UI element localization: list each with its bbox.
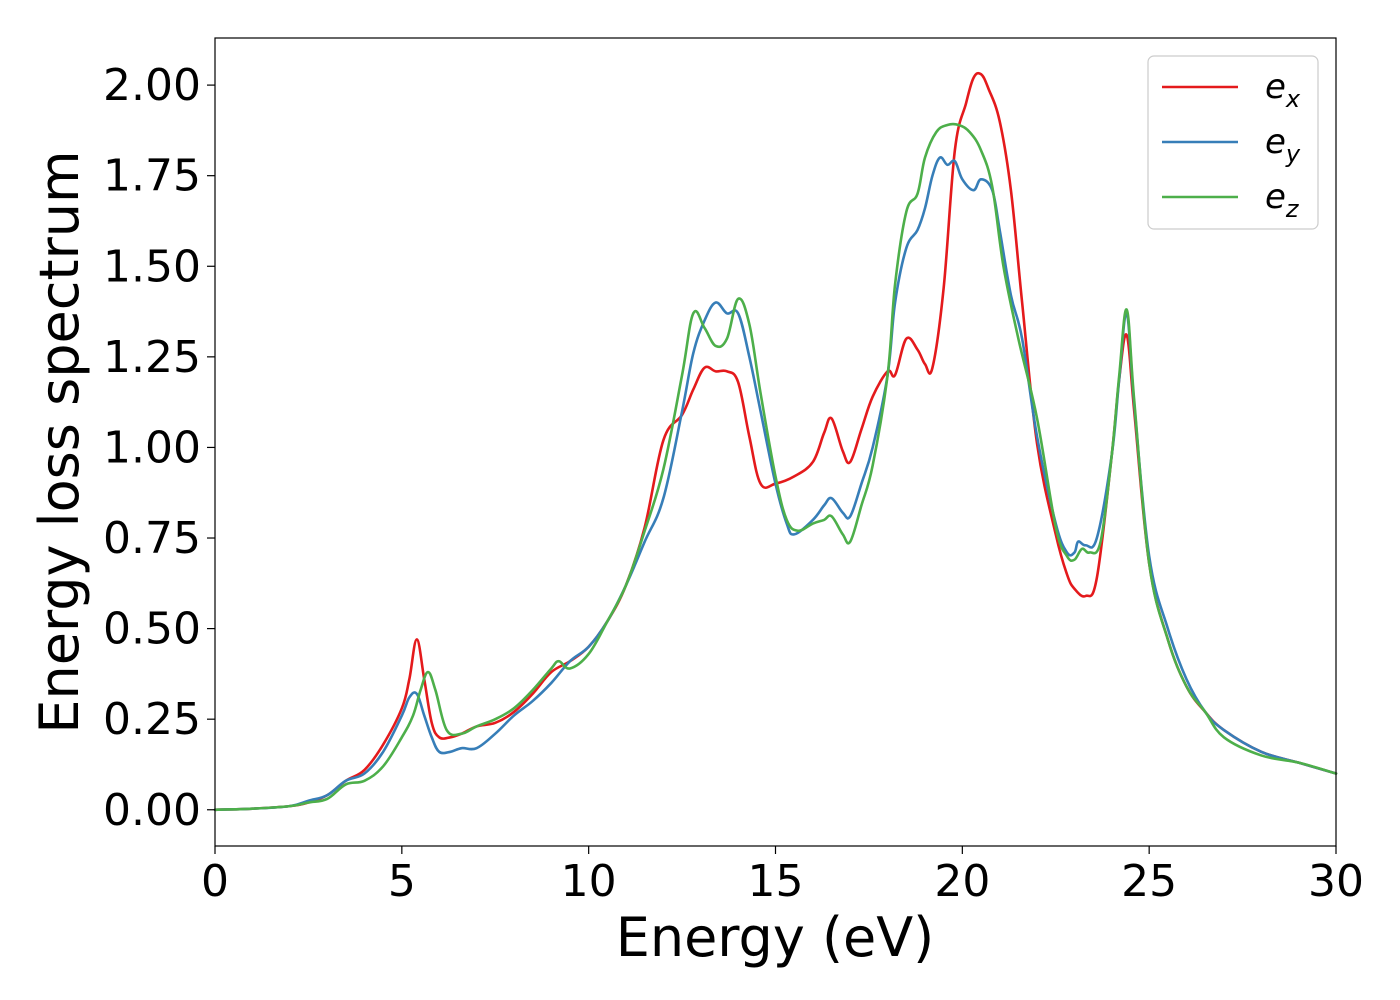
legend-label-x: ex <box>1265 67 1301 113</box>
x-axis-ticks: 0 5 10 15 20 25 30 <box>201 846 1364 907</box>
y-tick-label: 0.25 <box>103 694 201 745</box>
y-tick-label: 1.50 <box>103 241 201 292</box>
y-tick-label: 1.25 <box>103 332 201 383</box>
legend-label-z: ez <box>1265 177 1300 223</box>
legend: ex ey ez <box>1147 55 1319 230</box>
x-tick-label: 20 <box>934 856 990 907</box>
y-tick-label: 2.00 <box>103 60 201 111</box>
series-line-x <box>213 71 1338 812</box>
series-layer <box>213 71 1338 812</box>
x-tick-label: 10 <box>561 856 617 907</box>
y-tick-label: 0.75 <box>103 513 201 564</box>
y-tick-label: 1.75 <box>103 151 201 202</box>
x-tick-label: 15 <box>748 856 804 907</box>
series-line-z <box>213 122 1338 812</box>
x-tick-label: 0 <box>201 856 229 907</box>
y-tick-label: 0.00 <box>103 785 201 836</box>
y-tick-label: 1.00 <box>103 422 201 473</box>
x-tick-label: 5 <box>388 856 416 907</box>
x-tick-label: 30 <box>1308 856 1364 907</box>
plot-frame <box>214 37 1337 847</box>
series-line-y <box>213 155 1338 812</box>
legend-items: ex ey ez <box>1162 67 1301 223</box>
y-axis-ticks: 0.00 0.25 0.50 0.75 1.00 1.25 1.50 1.75 2.00 <box>103 60 215 836</box>
x-tick-label: 25 <box>1121 856 1177 907</box>
legend-label-y: ey <box>1265 122 1301 168</box>
y-axis-label: Energy loss spectrum <box>28 150 91 733</box>
x-axis-label: Energy (eV) <box>616 906 935 969</box>
y-tick-label: 0.50 <box>103 604 201 655</box>
